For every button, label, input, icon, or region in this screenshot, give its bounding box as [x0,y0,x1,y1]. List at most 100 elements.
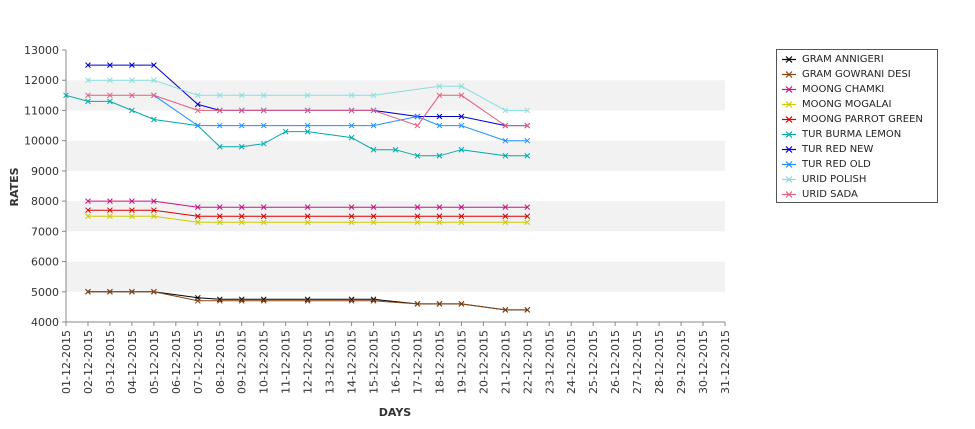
x-tick-label: 14-12-2015 [346,330,359,394]
y-tick-label: 8000 [31,195,59,208]
data-point [129,107,135,114]
legend-item: MOONG MOGALAI [777,97,937,112]
data-point [238,107,245,114]
data-point [107,92,113,99]
x-tick-label: 23-12-2015 [543,330,556,394]
legend-swatch [782,161,796,168]
data-point [85,288,91,295]
data-point [370,297,377,304]
legend: GRAM ANNIGERI GRAM GOWRANI DESI MOONG CHAM… [776,49,938,203]
data-point [216,107,223,114]
grid-band [66,50,725,81]
data-point [194,297,201,304]
data-point [194,213,201,220]
x-tick-label: 24-12-2015 [565,330,578,394]
data-point [107,198,113,204]
x-tick-label: 09-12-2015 [236,330,249,394]
grid-band [66,170,725,202]
data-point [151,92,157,99]
data-point [458,146,465,153]
data-point [524,107,531,114]
x-tick-label: 21-12-2015 [499,330,512,394]
data-point [414,219,421,226]
data-point [370,92,377,99]
data-point [414,113,421,120]
data-point [194,204,201,211]
x-tick-label: 13-12-2015 [324,330,337,394]
x-tick-label: 07-12-2015 [192,330,205,394]
x-tick-label: 11-12-2015 [280,330,293,394]
data-point [524,137,531,144]
data-point [370,146,377,153]
data-point [194,92,201,99]
data-point [524,204,531,211]
x-tick-label: 12-12-2015 [302,330,315,394]
data-point [348,92,355,99]
data-point [260,297,267,304]
x-tick-label: 08-12-2015 [214,330,227,394]
x-tick-label: 01-12-2015 [60,330,73,394]
legend-item: TUR RED OLD [777,157,937,172]
data-point [107,207,113,214]
x-tick-label: 31-12-2015 [719,330,732,394]
data-point [436,219,443,226]
data-point [129,213,135,220]
x-tick-label: 04-12-2015 [126,330,139,394]
data-point [85,92,91,99]
grid-bands [66,50,725,322]
data-point [129,92,135,99]
data-point [502,204,509,211]
data-point [436,213,443,220]
data-point [348,219,355,226]
grid-band [66,291,725,322]
legend-item: GRAM ANNIGERI [777,52,937,67]
data-point [216,122,223,129]
legend-item: MOONG CHAMKI [777,82,937,97]
legend-label: MOONG PARROT GREEN [802,114,923,125]
legend-item: TUR RED NEW [777,142,937,157]
data-point [85,213,91,220]
series-line-2 [88,200,528,208]
data-point [502,122,509,129]
data-point [370,219,377,226]
data-point [436,204,443,211]
data-point [304,204,311,211]
data-point [458,204,465,211]
data-point [151,198,157,204]
data-point [194,101,201,108]
data-point [304,122,311,129]
legend-item: URID POLISH [777,172,937,187]
x-tick-label: 17-12-2015 [411,330,424,394]
legend-item: MOONG PARROT GREEN [777,112,937,127]
data-point [414,122,421,129]
data-point [524,122,531,129]
data-point [260,296,267,303]
data-point [216,296,223,303]
legend-swatch [782,101,796,108]
legend-label: MOONG CHAMKI [802,84,885,95]
legend-label: URID POLISH [802,174,867,185]
legend-swatch [782,116,796,123]
data-point [436,92,443,99]
data-point [260,213,267,220]
data-point [348,107,355,114]
data-point [216,213,223,220]
data-point [260,122,267,129]
data-point [458,213,465,220]
data-point [129,62,135,68]
data-point [85,198,91,204]
grid-band [66,80,725,111]
legend-swatch [782,191,796,198]
y-tick-label: 11000 [24,104,59,117]
data-point [216,219,223,226]
data-point [414,204,421,211]
data-point [260,219,267,226]
data-point [348,204,355,211]
data-point [129,207,135,214]
legend-item: GRAM GOWRANI DESI [777,67,937,82]
data-point [260,107,267,114]
x-tick-label: 18-12-2015 [433,330,446,394]
legend-label: URID SADA [802,189,858,200]
grid-band [66,261,725,292]
data-point [260,92,267,99]
